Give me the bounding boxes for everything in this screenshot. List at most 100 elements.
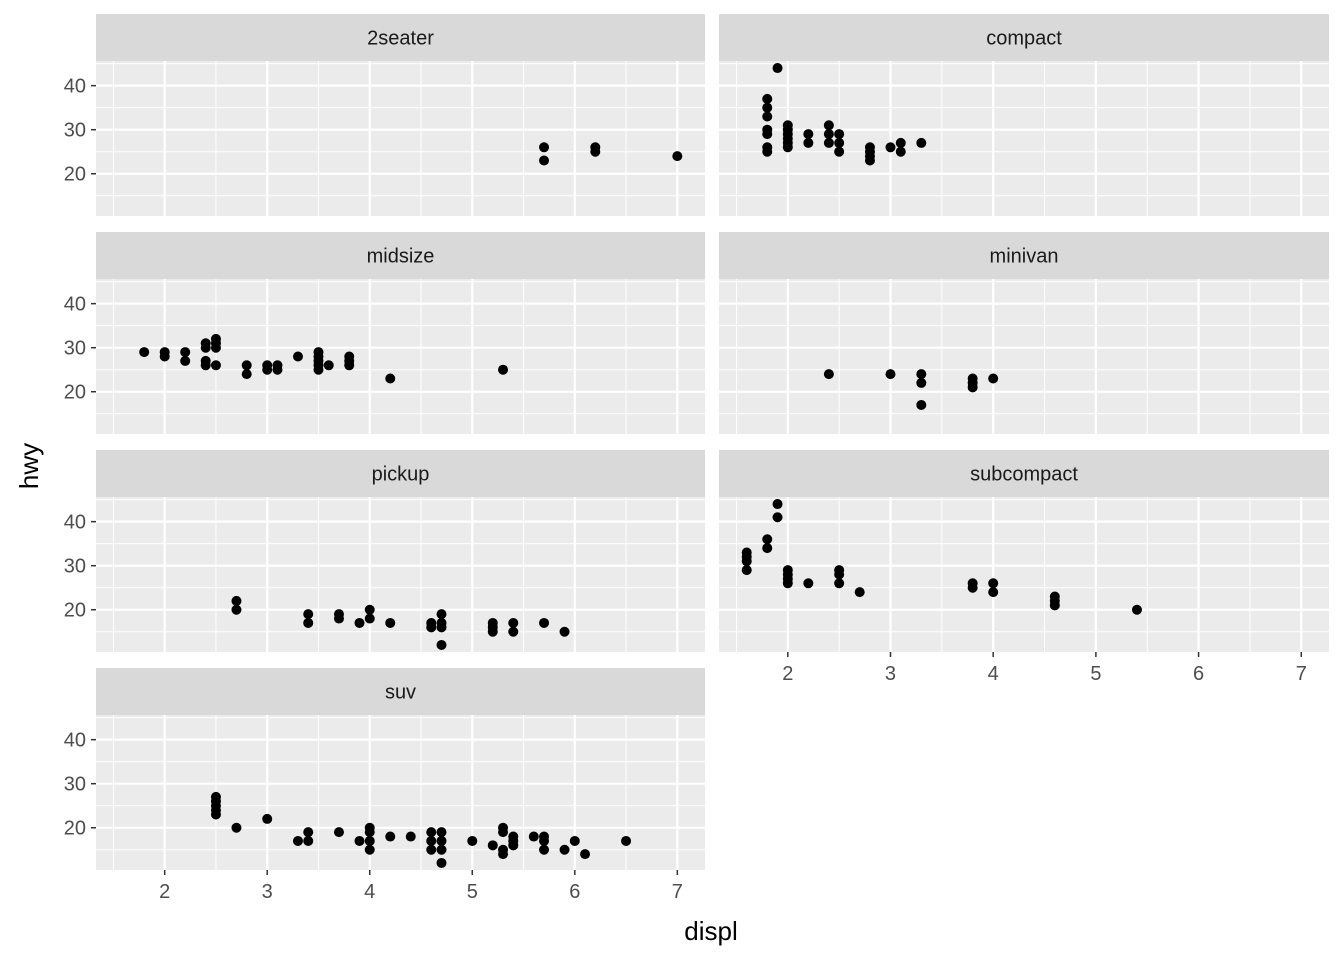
- facet-strip-label: compact: [986, 28, 1062, 50]
- data-point: [916, 369, 927, 380]
- data-point: [385, 617, 396, 628]
- data-point: [895, 146, 906, 157]
- data-point: [436, 622, 447, 633]
- data-point: [916, 377, 927, 388]
- data-point: [803, 137, 814, 148]
- facet-midsize: midsize 20 30 40: [64, 232, 705, 434]
- y-tick-label: 20: [64, 600, 86, 622]
- data-point: [803, 129, 814, 140]
- data-point: [333, 827, 344, 838]
- data-point: [159, 351, 170, 362]
- data-point: [333, 613, 344, 624]
- x-tick-label: 4: [988, 663, 999, 685]
- data-point: [508, 840, 519, 851]
- data-point: [916, 399, 927, 410]
- data-point: [292, 351, 303, 362]
- x-tick-label: 4: [364, 881, 375, 903]
- data-point: [885, 369, 896, 380]
- data-point: [200, 342, 211, 353]
- facet-strip-label: minivan: [990, 246, 1059, 268]
- data-point: [354, 835, 365, 846]
- data-point: [231, 595, 242, 606]
- data-point: [139, 347, 150, 358]
- data-point: [262, 813, 273, 824]
- data-point: [762, 111, 773, 122]
- x-tick-label: 7: [672, 881, 683, 903]
- data-point: [508, 617, 519, 628]
- data-point: [916, 137, 927, 148]
- data-point: [354, 617, 365, 628]
- data-point: [621, 835, 632, 846]
- data-point: [364, 604, 375, 615]
- data-point: [762, 102, 773, 113]
- data-point: [559, 626, 570, 637]
- data-point: [241, 360, 252, 371]
- facet-strip: [719, 450, 1329, 497]
- data-point: [498, 364, 509, 375]
- data-point: [210, 360, 221, 371]
- y-tick-label: 30: [64, 338, 86, 360]
- data-point: [498, 827, 509, 838]
- data-point: [539, 835, 550, 846]
- data-point: [231, 822, 242, 833]
- facet-subcompact: subcompact 2 3 4 5 6 7: [719, 450, 1329, 685]
- data-point: [241, 369, 252, 380]
- y-tick-label: 20: [64, 164, 86, 186]
- facet-strip: [96, 450, 705, 497]
- data-point: [782, 578, 793, 589]
- x-tick-label: 6: [569, 881, 580, 903]
- data-point: [895, 137, 906, 148]
- data-point: [834, 578, 845, 589]
- data-point: [405, 831, 416, 842]
- data-point: [864, 155, 875, 166]
- data-point: [262, 364, 273, 375]
- data-point: [508, 626, 519, 637]
- y-tick-label: 40: [64, 730, 86, 752]
- data-point: [313, 364, 324, 375]
- data-point: [344, 360, 355, 371]
- y-tick-label: 40: [64, 294, 86, 316]
- data-point: [303, 609, 314, 620]
- data-point: [426, 844, 437, 855]
- data-point: [834, 569, 845, 580]
- data-point: [231, 604, 242, 615]
- facet-strip-label: 2seater: [367, 28, 434, 50]
- data-point: [364, 827, 375, 838]
- data-point: [436, 609, 447, 620]
- x-axis-title: displ: [684, 916, 737, 946]
- x-tick-label: 2: [782, 663, 793, 685]
- data-point: [487, 626, 498, 637]
- data-point: [782, 142, 793, 153]
- facet-suv: suv 20 30 40 2 3 4 5 6 7: [64, 668, 705, 903]
- data-point: [436, 844, 447, 855]
- data-point: [539, 844, 550, 855]
- y-tick-label: 20: [64, 818, 86, 840]
- data-point: [823, 120, 834, 131]
- data-point: [272, 364, 283, 375]
- y-tick-label: 30: [64, 120, 86, 142]
- x-tick-label: 7: [1296, 663, 1307, 685]
- data-point: [467, 835, 478, 846]
- data-point: [569, 835, 580, 846]
- data-point: [180, 355, 191, 366]
- facet-strip: [719, 14, 1329, 61]
- x-tick-label: 3: [262, 881, 273, 903]
- y-tick-label: 40: [64, 512, 86, 534]
- data-point: [834, 129, 845, 140]
- data-point: [436, 639, 447, 650]
- data-point: [772, 63, 783, 74]
- data-point: [436, 827, 447, 838]
- facet-strip-label: subcompact: [970, 464, 1078, 486]
- data-point: [426, 835, 437, 846]
- data-point: [303, 835, 314, 846]
- y-tick-label: 30: [64, 774, 86, 796]
- data-point: [762, 146, 773, 157]
- data-point: [528, 831, 539, 842]
- data-point: [741, 565, 752, 576]
- panel-background: [96, 61, 705, 216]
- data-point: [762, 93, 773, 104]
- data-point: [292, 835, 303, 846]
- data-point: [988, 578, 999, 589]
- data-point: [364, 844, 375, 855]
